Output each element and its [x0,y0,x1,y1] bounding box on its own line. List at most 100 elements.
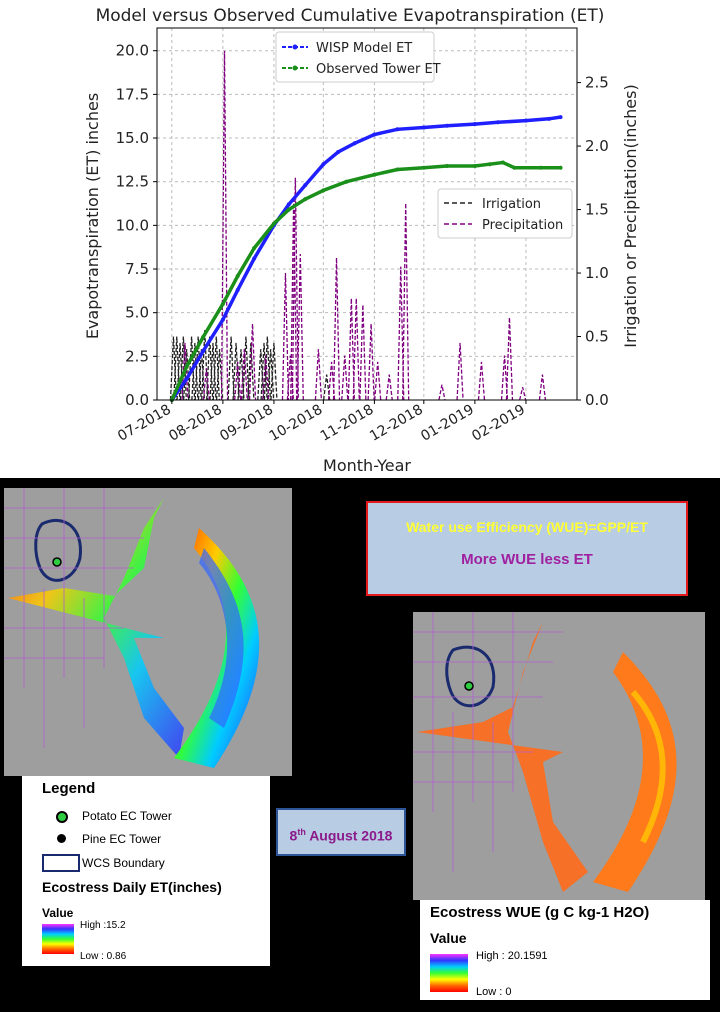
observed-tower-et-point [184,364,189,369]
y2-tick-label: 0.5 [585,328,609,346]
observed-tower-et-point [444,163,449,168]
wue-low: Low : 0 [476,986,512,998]
et-low: Low : 0.86 [80,951,127,962]
chart-title: Model versus Observed Cumulative Evapotr… [96,6,605,26]
precipitation-spike [332,257,341,401]
observed-tower-et-point [235,274,240,278]
precipitation-spike [538,374,547,401]
wisp-model-et-point [352,141,357,146]
y2-tick-label: 1.0 [585,264,609,282]
line-layer [169,115,563,402]
observed-tower-et-point [303,197,308,202]
et-legend-title: Ecostress Daily ET(inches) [42,879,222,895]
precipitation-spike [385,374,393,401]
wue-high: High : 20.1591 [476,950,548,962]
wisp-model-et-point [286,202,291,207]
precipitation-spike [314,349,323,401]
legend-wisp: WISP Model ET [316,41,412,56]
wue-map [413,612,705,900]
y-tick-label: 10.0 [116,216,149,234]
wisp-model-et-point [547,116,551,121]
legend-title: Legend [42,780,96,797]
wisp-model-et-point [421,125,426,130]
y2-axis-label: Irrigation or Precipitation(inches) [621,84,640,347]
y2-tick-label: 1.5 [585,201,609,219]
precipitation-spike [352,298,360,401]
irrigation-spike [266,349,275,401]
observed-tower-et-point [220,301,225,306]
wue-formula: Water use Efficiency (WUE)=GPP/ET [406,519,648,535]
pine-icon [57,834,66,843]
wisp-model-et-point [252,256,257,261]
y2-tick-label: 2.0 [585,137,609,155]
wue-note: More WUE less ET [461,551,593,568]
legend-irrigation: Irrigation [482,197,541,212]
irrigation-spike [169,336,178,401]
irrigation-spike [215,349,224,401]
x-tick-label: 08-2018 [166,402,225,445]
y2-tick-label: 0.0 [585,391,609,409]
boundary-icon [42,854,80,872]
x-axis-label: Month-Year [323,456,411,475]
observed-tower-et-point [372,172,377,177]
precipitation-spike [367,323,375,401]
x-tick-label: 10-2018 [267,402,326,445]
precipitation-spike [202,368,211,401]
observed-tower-et-point [558,165,563,170]
wue-info-box: Water use Efficiency (WUE)=GPP/ET More W… [366,501,688,596]
precipitation-spike [291,177,300,401]
precipitation-spike [438,384,446,401]
observed-tower-et-point [500,160,505,165]
legend-precip: Precipitation [482,218,563,233]
wisp-model-et-point [444,123,449,128]
observed-tower-et-point [286,207,291,212]
irrigation-spike [201,330,209,401]
precipitation-spike [220,50,229,401]
irrigation-spike [227,336,235,401]
date-box: 8th August 2018 [276,808,406,856]
observed-tower-et-point [472,163,477,168]
wisp-model-et-point [372,132,377,137]
precipitation-spike [505,317,514,401]
legend-water: Irrigation Precipitation [437,188,573,239]
y-tick-label: 20.0 [116,42,149,60]
irrigation-spike [232,342,240,401]
et-high: High :15.2 [80,920,126,931]
observed-tower-et-point [487,162,492,167]
precipitation-spike [181,342,189,401]
y-tick-label: 5.0 [125,304,149,322]
et-color-ramp [42,924,74,954]
y-tick-label: 17.5 [116,85,149,103]
observed-tower-et-point [201,335,206,340]
irrigation-spike [237,349,245,401]
observed-tower-et-point [344,179,349,184]
precipitation-spike [290,196,298,401]
y-axis-label: Evapotranspiration (ET) inches [83,93,102,339]
observed-tower-et-point [271,221,276,226]
date-day: 8 [289,827,298,844]
precipitation-spike [359,304,367,401]
wue-legend-title: Ecostress WUE (g C kg-1 H2O) [430,904,650,921]
potato-tower-marker [52,557,62,567]
wisp-model-et-point [558,115,563,120]
date-rest: August 2018 [305,827,393,844]
y-tick-label: 15.0 [116,129,149,147]
wisp-model-et-point [220,317,225,322]
irrigation-spike [257,349,265,401]
precipitation-spike [281,273,290,401]
wisp-model-et-point [472,122,477,127]
observed-tower-et-point [395,167,400,172]
value-label: Value [42,906,74,920]
precipitation-spike [234,361,242,401]
x-tick-label: 12-2018 [367,402,426,445]
precipitation-spike [262,355,270,401]
legend-pine: Pine EC Tower [82,832,162,846]
x-tick-label: 02-2019 [469,402,528,445]
wue-color-ramp [430,954,468,992]
wisp-model-et-point [523,118,528,123]
legend-potato: Potato EC Tower [82,809,172,823]
wisp-model-et-point [303,183,308,188]
y-tick-label: 2.5 [125,347,149,365]
irrigation-spike [176,342,184,401]
et-chart: Model versus Observed Cumulative Evapotr… [83,6,640,475]
